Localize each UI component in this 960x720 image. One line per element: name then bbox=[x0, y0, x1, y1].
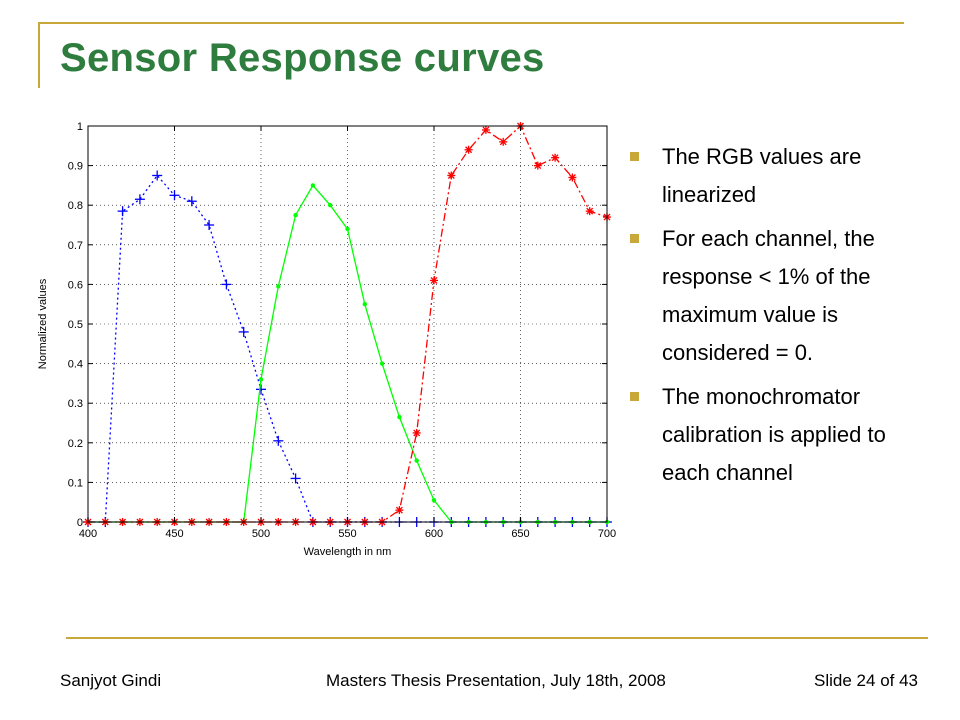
footer-slide-number: Slide 24 of 43 bbox=[814, 671, 918, 690]
data-point-2 bbox=[568, 173, 577, 182]
y-tick-label: 0.8 bbox=[68, 200, 83, 212]
data-point-0 bbox=[273, 435, 284, 446]
y-tick-label: 0.2 bbox=[68, 438, 83, 450]
data-point-1 bbox=[362, 302, 367, 307]
x-tick-label: 500 bbox=[252, 528, 270, 540]
x-tick-label: 550 bbox=[338, 528, 356, 540]
data-point-0 bbox=[238, 326, 249, 337]
x-tick-label: 600 bbox=[425, 528, 443, 540]
data-point-1 bbox=[276, 284, 281, 289]
left-rule bbox=[38, 22, 40, 88]
top-rule bbox=[38, 22, 904, 24]
sensor-response-chart: 400 450 500 550 600 650 700 0 0.1 0.2 0.3 0.4 0.5 0.6… bbox=[37, 121, 616, 558]
data-point-0 bbox=[204, 220, 215, 230]
bullet-item: The monochromator calibration is applied… bbox=[630, 378, 930, 492]
data-point-1 bbox=[345, 226, 350, 232]
data-point-0 bbox=[186, 196, 197, 207]
data-point-0 bbox=[152, 170, 163, 181]
y-tick-label: 0 bbox=[77, 517, 83, 529]
bullet-marker-icon bbox=[630, 392, 639, 401]
data-point-0 bbox=[117, 206, 128, 217]
y-tick-label: 0.1 bbox=[68, 477, 83, 489]
y-tick-label: 0.9 bbox=[68, 161, 83, 173]
footer-author: Sanjyot Gindi bbox=[60, 671, 162, 690]
data-point-2 bbox=[533, 161, 542, 170]
bullet-text: For each channel, the response < 1% of t… bbox=[662, 226, 875, 365]
data-point-2 bbox=[481, 125, 490, 134]
data-point-0 bbox=[290, 473, 301, 484]
y-tick-label: 0.5 bbox=[68, 319, 83, 331]
data-point-0 bbox=[256, 384, 266, 395]
x-tick-label: 450 bbox=[165, 528, 183, 540]
x-tick-label: 400 bbox=[79, 528, 97, 540]
data-point-1 bbox=[293, 212, 298, 218]
data-point-1 bbox=[258, 377, 264, 382]
data-point-1 bbox=[328, 203, 333, 208]
data-point-0 bbox=[169, 190, 180, 201]
data-point-2 bbox=[430, 276, 438, 285]
data-point-1 bbox=[431, 498, 437, 503]
data-point-1 bbox=[310, 183, 316, 188]
data-point-2 bbox=[412, 428, 421, 437]
data-point-2 bbox=[499, 137, 508, 146]
y-tick-label: 0.3 bbox=[68, 398, 83, 410]
data-point-2 bbox=[447, 171, 456, 180]
footer-rule bbox=[66, 637, 928, 639]
y-tick-label: 0.4 bbox=[68, 359, 83, 371]
bullet-marker-icon bbox=[630, 234, 639, 243]
y-tick-label: 0.6 bbox=[68, 279, 83, 291]
bullet-item: For each channel, the response < 1% of t… bbox=[630, 220, 930, 372]
data-point-2 bbox=[551, 153, 560, 162]
data-point-1 bbox=[379, 361, 385, 366]
y-axis-label: Normalized values bbox=[37, 278, 49, 369]
bullet-list: The RGB values are linearized For each c… bbox=[630, 138, 930, 498]
bullet-item: The RGB values are linearized bbox=[630, 138, 930, 214]
x-tick-label: 700 bbox=[598, 528, 616, 540]
data-point-1 bbox=[414, 458, 419, 463]
footer-event: Masters Thesis Presentation, July 18th, … bbox=[326, 671, 666, 690]
y-tick-label: 1 bbox=[77, 121, 83, 133]
slide-title: Sensor Response curves bbox=[60, 36, 545, 80]
data-point-2 bbox=[395, 506, 404, 515]
data-point-1 bbox=[397, 414, 402, 420]
bullet-marker-icon bbox=[630, 152, 639, 161]
y-tick-label: 0.7 bbox=[68, 240, 83, 252]
data-point-2 bbox=[585, 207, 594, 216]
x-tick-label: 650 bbox=[511, 528, 529, 540]
bullet-text: The RGB values are linearized bbox=[662, 144, 862, 207]
data-point-0 bbox=[221, 279, 232, 290]
data-point-0 bbox=[134, 194, 145, 205]
bullet-text: The monochromator calibration is applied… bbox=[662, 384, 886, 485]
data-point-2 bbox=[464, 145, 473, 154]
x-axis-label: Wavelength in nm bbox=[304, 546, 392, 558]
